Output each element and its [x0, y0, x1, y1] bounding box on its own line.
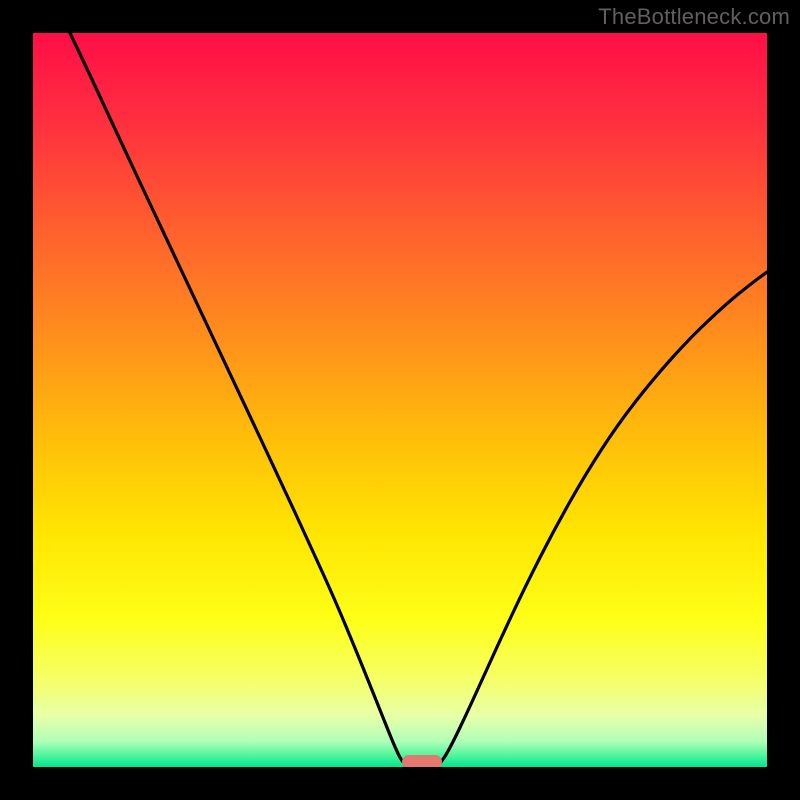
optimal-marker	[402, 755, 442, 769]
bottleneck-chart	[0, 0, 800, 800]
chart-container: TheBottleneck.com	[0, 0, 800, 800]
plot-background	[33, 33, 767, 767]
watermark-text: TheBottleneck.com	[598, 4, 790, 30]
